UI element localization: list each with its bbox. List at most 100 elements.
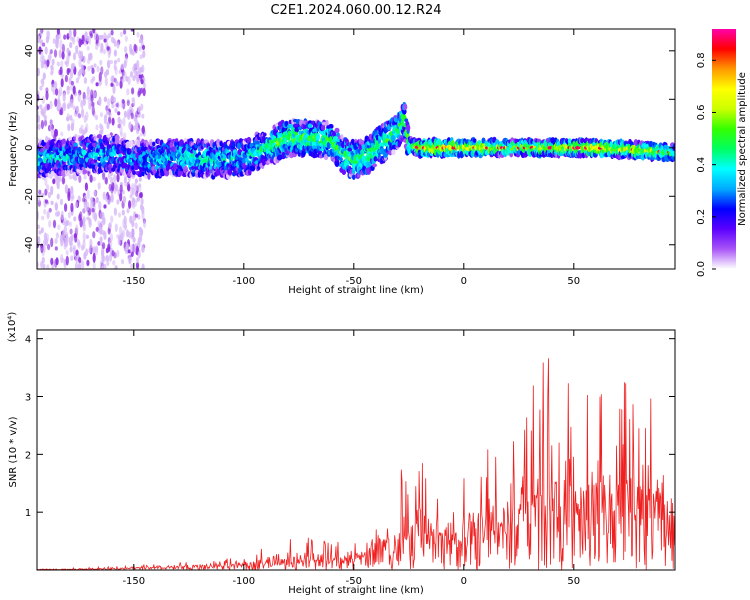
heatmap-cell	[47, 243, 51, 251]
heatmap-cell	[47, 162, 52, 170]
heatmap-cell	[328, 123, 334, 129]
heatmap-cell	[132, 236, 136, 243]
heatmap-cell	[66, 113, 70, 122]
heatmap-cell	[54, 201, 58, 210]
y-tick-label: 20	[24, 93, 35, 106]
heatmap-cell	[75, 249, 79, 257]
heatmap-cell	[82, 150, 87, 156]
heatmap-cell	[65, 255, 69, 266]
y-tick-label: -40	[24, 237, 35, 253]
heatmap-cell	[316, 133, 321, 141]
heatmap-cell	[140, 197, 144, 206]
heatmap-cell	[123, 221, 128, 230]
heatmap-cell	[81, 108, 85, 118]
heatmap-cell	[45, 87, 49, 93]
heatmap-cell	[43, 208, 47, 215]
heatmap-cell	[100, 124, 104, 135]
heatmap-cell	[113, 59, 118, 65]
x-tick-label: -100	[232, 576, 255, 587]
heatmap-cell	[107, 199, 111, 205]
heatmap-cell	[134, 178, 138, 184]
heatmap-cell	[92, 252, 96, 263]
heatmap-cell	[125, 76, 129, 82]
heatmap-cell	[75, 77, 79, 84]
heatmap-cell	[69, 228, 73, 235]
heatmap-cell	[41, 55, 45, 64]
heatmap-cell	[110, 75, 114, 84]
heatmap-cell	[112, 96, 117, 104]
heatmap-cell	[81, 129, 85, 136]
heatmap-cell	[37, 35, 41, 44]
heatmap-cell	[63, 34, 67, 40]
heatmap-cell	[130, 186, 134, 197]
heatmap-cell	[115, 103, 119, 108]
heatmap-cell	[110, 29, 114, 36]
heatmap-cell	[83, 169, 88, 174]
heatmap-cell	[86, 94, 90, 100]
heatmap-cell	[50, 237, 54, 248]
heatmap-cell	[97, 241, 101, 246]
heatmap-cell	[102, 242, 106, 250]
heatmap-cell	[61, 43, 65, 54]
heatmap-cell	[99, 236, 103, 243]
heatmap-cell	[122, 117, 126, 127]
heatmap-cell	[132, 203, 136, 209]
heatmap-cell	[95, 33, 99, 44]
heatmap-cell	[133, 63, 137, 69]
heatmap-cell	[105, 195, 109, 202]
heatmap-cell	[64, 241, 68, 248]
snr-scale-note: (x10⁴)	[7, 312, 18, 343]
heatmap-cell	[73, 29, 77, 38]
heatmap-cell	[134, 122, 138, 131]
heatmap-cell	[69, 70, 74, 79]
heatmap-cell	[38, 189, 42, 195]
heatmap-cell	[142, 50, 146, 59]
heatmap-cell	[101, 254, 105, 262]
heatmap-cell	[40, 119, 45, 130]
heatmap-cell	[126, 208, 130, 214]
heatmap-cell	[141, 263, 145, 269]
heatmap-cell	[85, 111, 89, 121]
x-tick-label: 50	[567, 576, 580, 587]
heatmap-cell	[121, 99, 125, 104]
heatmap-cell	[82, 197, 86, 203]
heatmap-cell	[66, 85, 70, 90]
colorbar-tick-label: 0.8	[696, 52, 707, 68]
heatmap-cell	[55, 211, 59, 217]
heatmap-cell	[140, 103, 144, 111]
heatmap-cell	[55, 232, 60, 239]
heatmap-cell	[72, 52, 77, 61]
heatmap-cell	[127, 184, 131, 192]
heatmap-cell	[129, 105, 133, 115]
heatmap-cell	[41, 215, 45, 221]
heatmap-cell	[37, 235, 41, 245]
heatmap-cell	[283, 137, 288, 145]
heatmap-cell	[98, 96, 102, 107]
heatmap-cell	[50, 257, 54, 265]
heatmap-cell	[84, 201, 88, 207]
heatmap-cell	[103, 204, 107, 209]
heatmap-cell	[61, 138, 66, 145]
heatmap-cell	[55, 88, 59, 96]
heatmap-cell	[38, 230, 42, 235]
heatmap-cell	[50, 200, 54, 205]
heatmap-cell	[388, 149, 393, 156]
colorbar-tick-label: 0.6	[696, 105, 707, 121]
heatmap-cell	[108, 253, 113, 262]
heatmap-cell	[82, 239, 86, 250]
heatmap-cell	[96, 134, 102, 139]
heatmap-cell	[52, 38, 56, 44]
heatmap-cell	[92, 176, 96, 182]
heatmap-cell	[136, 79, 140, 85]
x-tick-label: -100	[232, 276, 255, 287]
heatmap-cell	[108, 112, 112, 118]
heatmap-cell	[329, 137, 333, 145]
heatmap-cell	[92, 231, 96, 239]
heatmap-cell	[139, 132, 143, 137]
heatmap-cell	[96, 65, 100, 73]
heatmap-cell	[37, 123, 41, 131]
heatmap-cell	[131, 229, 135, 237]
heatmap-cell	[314, 154, 318, 158]
heatmap-cell	[321, 121, 327, 126]
